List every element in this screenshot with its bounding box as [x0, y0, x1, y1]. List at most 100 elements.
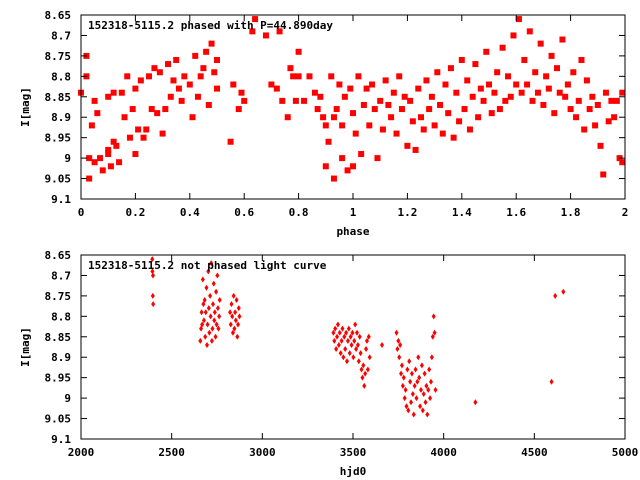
phased-data-point	[388, 114, 395, 121]
phased-data-point	[439, 130, 446, 137]
unphased-data-point	[337, 329, 342, 336]
unphased-data-point	[397, 354, 402, 361]
unphased-data-point	[351, 354, 356, 361]
phased-y-tick-label: 9.1	[51, 193, 71, 206]
unphased-data-point	[235, 333, 240, 340]
phased-data-point	[437, 101, 444, 108]
unphased-data-point	[427, 366, 432, 373]
phased-data-point	[619, 89, 626, 96]
phased-data-point	[573, 114, 580, 121]
unphased-data-point	[354, 329, 359, 336]
unphased-data-point	[212, 309, 217, 316]
unphased-data-point	[217, 313, 222, 320]
phased-data-point	[589, 93, 596, 100]
phased-data-point	[529, 97, 536, 104]
unphased-data-point	[561, 288, 566, 295]
unphased-data-point	[331, 329, 336, 336]
phased-data-point	[393, 130, 400, 137]
unphased-data-point	[209, 337, 214, 344]
unphased-data-point	[398, 341, 403, 348]
phased-data-point	[461, 106, 468, 113]
phased-data-point	[322, 122, 329, 129]
unphased-data-point	[216, 325, 221, 332]
unphased-data-point	[204, 284, 209, 291]
phased-data-point	[423, 77, 430, 84]
phased-data-point	[426, 106, 433, 113]
phased-data-point	[369, 81, 376, 88]
unphased-data-point	[366, 333, 371, 340]
phased-data-point	[336, 81, 343, 88]
phased-data-point	[341, 93, 348, 100]
unphased-data-point	[367, 354, 372, 361]
phased-data-point	[273, 85, 280, 92]
phased-data-point	[575, 97, 582, 104]
unphased-data-point	[358, 350, 363, 357]
phased-y-tick-label: 8.85	[45, 91, 72, 104]
unphased-data-point	[213, 333, 218, 340]
phased-x-tick-label: 2	[622, 206, 629, 219]
unphased-data-point	[424, 382, 429, 389]
phased-data-point	[97, 155, 104, 162]
unphased-data-point	[357, 333, 362, 340]
unphased-data-point	[201, 317, 206, 324]
phased-data-point	[290, 73, 297, 80]
unphased-data-point	[236, 305, 241, 312]
unphased-data-point	[428, 378, 433, 385]
unphased-x-tick-label: 3500	[340, 446, 367, 459]
unphased-data-point	[342, 333, 347, 340]
phased-data-point	[211, 69, 218, 76]
phased-data-point	[363, 85, 370, 92]
unphased-data-point	[394, 329, 399, 336]
phased-data-point	[116, 159, 123, 166]
phased-data-point	[556, 89, 563, 96]
unphased-data-point	[420, 407, 425, 414]
phased-data-point	[320, 114, 327, 121]
phased-data-point	[494, 69, 501, 76]
unphased-data-point	[549, 378, 554, 385]
unphased-data-point	[408, 378, 413, 385]
unphased-data-point	[432, 329, 437, 336]
phased-data-point	[366, 122, 373, 129]
phased-data-point	[135, 126, 142, 133]
unphased-data-point	[364, 346, 369, 353]
phased-data-point	[450, 134, 457, 141]
phased-y-tick-label: 8.9	[51, 111, 71, 124]
phased-data-point	[358, 151, 365, 158]
phased-data-point	[181, 73, 188, 80]
phased-data-point	[113, 142, 120, 149]
phased-x-tick-label: 0.6	[234, 206, 254, 219]
phased-data-point	[132, 151, 139, 158]
unphased-data-point	[423, 399, 428, 406]
phased-data-point	[534, 89, 541, 96]
phased-data-point	[543, 73, 550, 80]
unphased-data-point	[426, 386, 431, 393]
phased-data-point	[583, 77, 590, 84]
unphased-data-point	[203, 309, 208, 316]
unphased-data-point	[345, 358, 350, 365]
phased-data-point	[507, 93, 514, 100]
phased-data-point	[339, 155, 346, 162]
phased-data-point	[418, 114, 424, 121]
phased-data-point	[189, 114, 196, 121]
unphased-data-point	[208, 313, 213, 320]
unphased-data-point	[347, 350, 352, 357]
phased-data-point	[140, 134, 147, 141]
phased-data-point	[540, 101, 547, 108]
phased-data-point	[208, 40, 215, 47]
unphased-data-point	[338, 350, 343, 357]
unphased-data-point	[363, 370, 368, 377]
unphased-data-point	[399, 370, 404, 377]
unphased-data-point	[233, 309, 238, 316]
unphased-y-tick-label: 8.95	[45, 372, 72, 385]
phased-y-tick-label: 8.75	[45, 50, 72, 63]
phased-data-point	[475, 114, 482, 121]
phased-data-point	[262, 32, 269, 39]
phased-data-point	[355, 73, 362, 80]
phased-data-point	[377, 97, 384, 104]
unphased-data-point	[404, 403, 409, 410]
phased-data-point	[91, 97, 98, 104]
unphased-plot-title: 152318-5115.2 not phased light curve	[88, 259, 327, 272]
phased-data-point	[352, 130, 359, 137]
phased-data-point	[537, 40, 544, 47]
unphased-data-point	[399, 362, 404, 369]
